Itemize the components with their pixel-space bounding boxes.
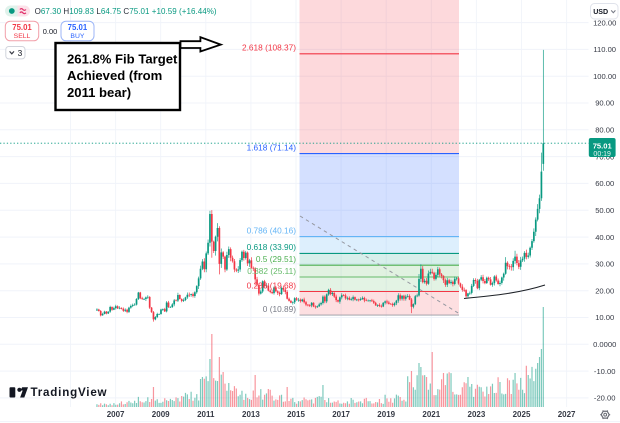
svg-text:0.00: 0.00 (43, 27, 57, 36)
svg-text:2017: 2017 (332, 410, 350, 419)
svg-text:2023: 2023 (468, 410, 486, 419)
svg-text:2.618 (108.37): 2.618 (108.37) (242, 43, 296, 53)
svg-text:75.01: 75.01 (12, 23, 32, 32)
svg-text:0 (10.89): 0 (10.89) (263, 304, 296, 314)
svg-text:0.5 (29.51): 0.5 (29.51) (256, 254, 296, 264)
svg-text:20.00: 20.00 (595, 286, 614, 295)
svg-text:75.01: 75.01 (68, 23, 88, 32)
svg-text:2027: 2027 (558, 410, 576, 419)
svg-text:2015: 2015 (287, 410, 305, 419)
svg-text:2007: 2007 (107, 410, 125, 419)
svg-text:60.00: 60.00 (595, 179, 614, 188)
svg-text:Achieved (from: Achieved (from (67, 68, 162, 83)
svg-text:0.618 (33.90): 0.618 (33.90) (247, 242, 297, 252)
svg-text:BUY: BUY (70, 33, 84, 40)
svg-text:0.786 (40.16): 0.786 (40.16) (247, 225, 297, 235)
svg-text:3: 3 (18, 48, 23, 58)
svg-text:1.618 (71.14): 1.618 (71.14) (247, 142, 297, 152)
svg-text:O67.30 H109.83 L64.75 C75.01 +: O67.30 H109.83 L64.75 C75.01 +10.59 (+16… (35, 7, 217, 16)
svg-text:0.0000: 0.0000 (593, 340, 616, 349)
svg-text:TradingView: TradingView (31, 386, 108, 399)
svg-text:120.00: 120.00 (593, 18, 616, 27)
svg-text:2009: 2009 (152, 410, 170, 419)
svg-text:261.8% Fib Target: 261.8% Fib Target (67, 51, 178, 66)
svg-text:50.00: 50.00 (595, 206, 614, 215)
svg-text:2013: 2013 (242, 410, 260, 419)
svg-text:30.00: 30.00 (595, 260, 614, 269)
svg-text:00:19: 00:19 (593, 151, 611, 158)
svg-text:80.00: 80.00 (595, 126, 614, 135)
svg-text:2019: 2019 (377, 410, 395, 419)
svg-text:2021: 2021 (422, 410, 440, 419)
svg-text:2025: 2025 (513, 410, 531, 419)
svg-text:-10.00: -10.00 (594, 367, 616, 376)
svg-text:-20.00: -20.00 (594, 394, 616, 403)
svg-text:USD: USD (593, 8, 608, 16)
svg-text:0.236 (19.68): 0.236 (19.68) (247, 280, 297, 290)
svg-text:10.00: 10.00 (595, 313, 614, 322)
svg-text:75.01: 75.01 (593, 141, 613, 150)
svg-text:90.00: 90.00 (595, 99, 614, 108)
svg-text:40.00: 40.00 (595, 233, 614, 242)
svg-text:110.00: 110.00 (593, 45, 616, 54)
svg-text:2011: 2011 (197, 410, 215, 419)
svg-text:100.00: 100.00 (593, 72, 616, 81)
svg-text:0.382 (25.11): 0.382 (25.11) (247, 266, 296, 276)
svg-text:SELL: SELL (14, 33, 31, 40)
svg-text:2011 bear): 2011 bear) (67, 85, 131, 100)
